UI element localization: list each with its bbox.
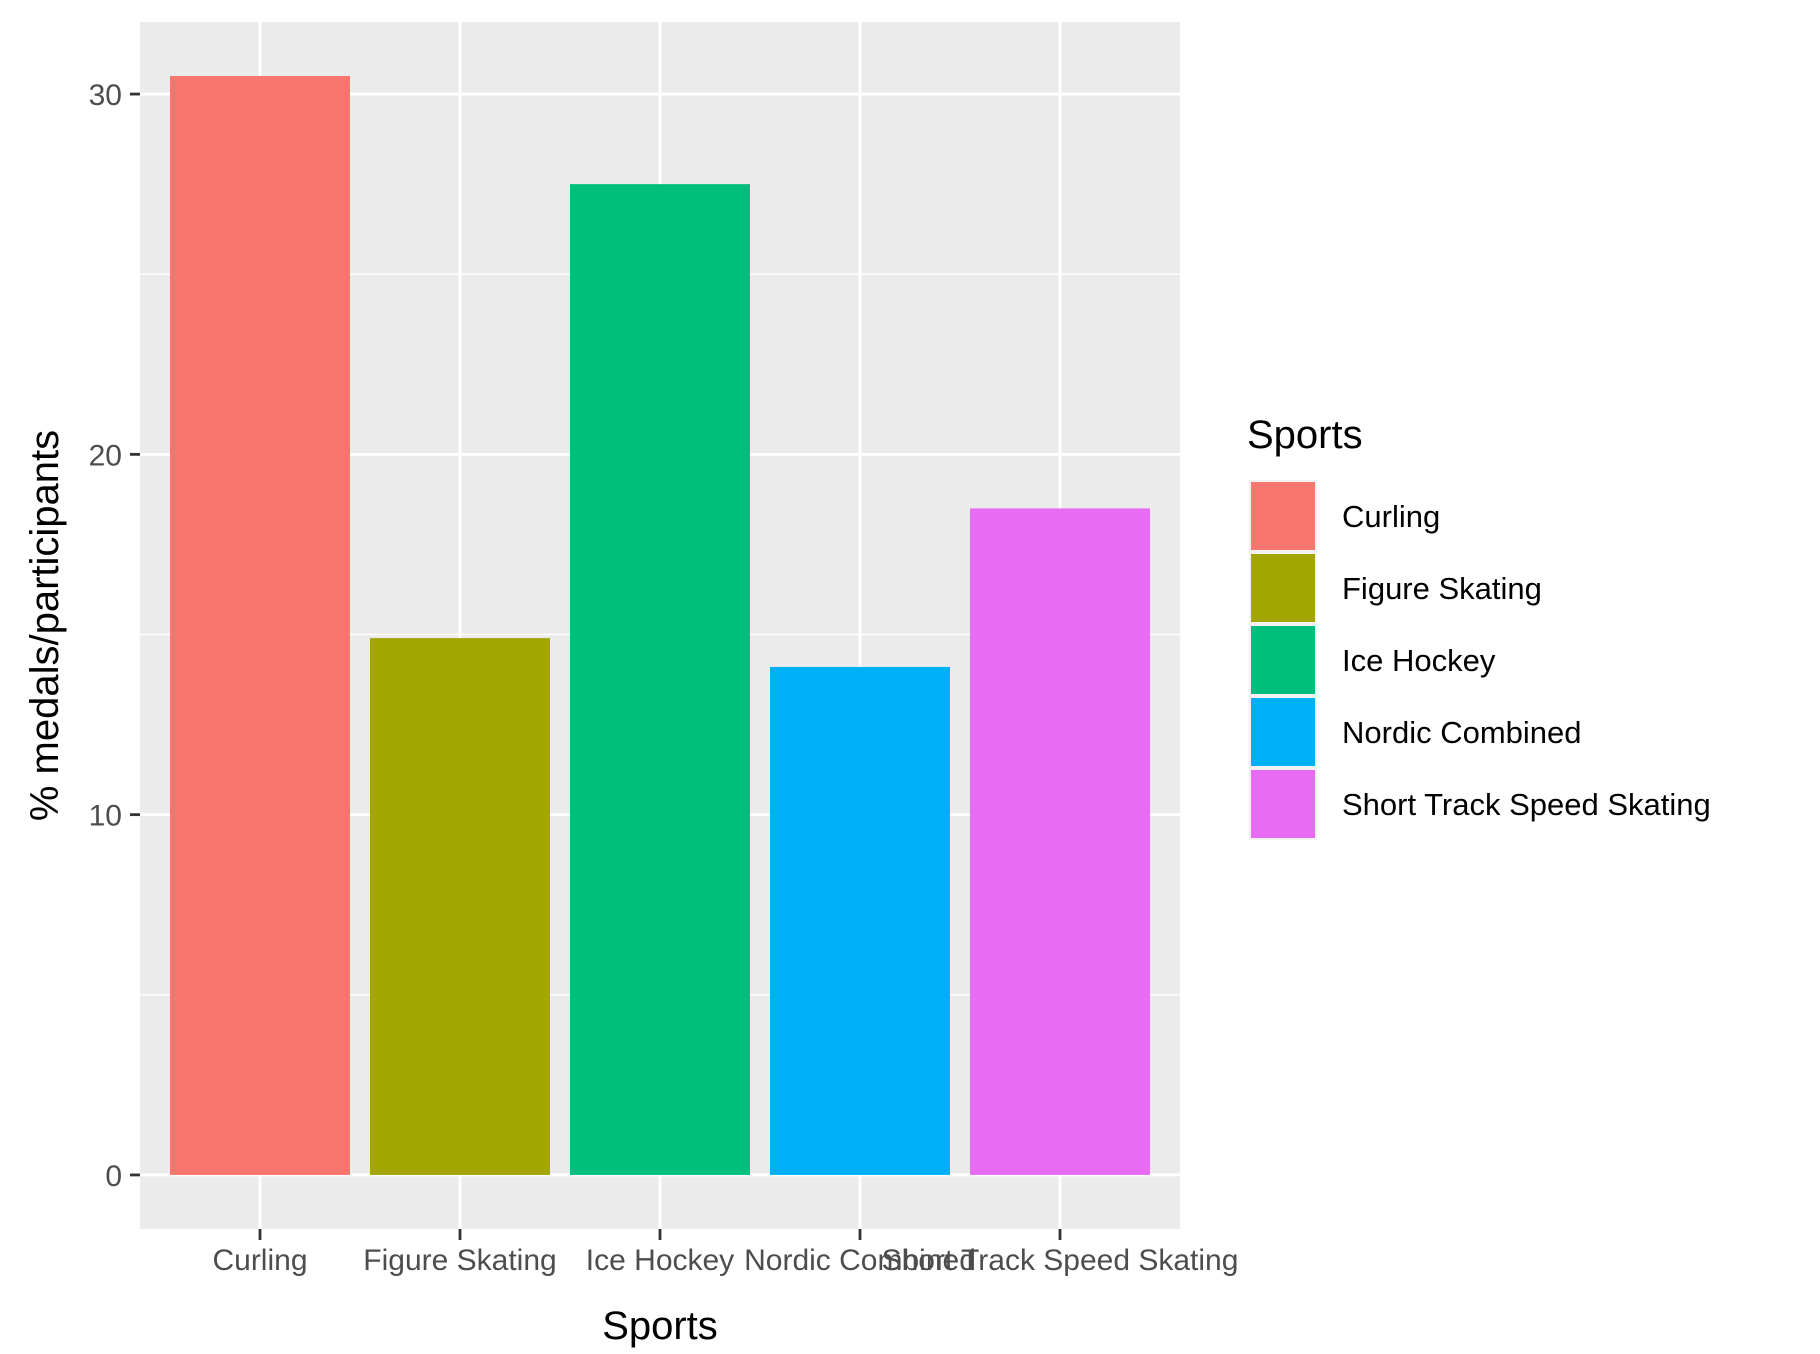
y-tick-label: 10 [89,800,122,833]
legend-label: Ice Hockey [1342,643,1496,678]
x-axis: Curling Figure Skating Ice Hockey Nordic Co… [212,1229,1238,1277]
x-tick-label: Nordic Combined [744,1244,976,1277]
legend-label: Nordic Combined [1342,715,1582,750]
bar-figure-skating [370,638,550,1175]
bar-nordic-combined [770,666,950,1175]
legend-swatch [1251,698,1315,766]
y-tick-label: 0 [105,1160,122,1193]
legend: Sports Curling Figure Skating Ice Hockey No… [1247,413,1711,840]
y-axis: 0 10 20 30 [89,79,140,1193]
y-axis-title: % medals/participants [23,430,67,821]
x-tick-label: Curling [212,1244,307,1277]
legend-swatch [1251,626,1315,694]
legend-label: Figure Skating [1342,571,1542,606]
y-tick-label: 30 [89,79,122,112]
legend-swatch [1251,554,1315,622]
legend-label: Short Track Speed Skating [1342,787,1711,822]
bar-ice-hockey [570,184,750,1175]
bar-short-track-speed-skating [970,508,1150,1175]
legend-swatch [1251,770,1315,838]
legend-swatch [1251,482,1315,550]
bar-curling [170,76,350,1175]
legend-title: Sports [1247,413,1363,457]
x-tick-label: Figure Skating [363,1244,556,1277]
legend-items: Curling Figure Skating Ice Hockey Nordic Co… [1249,480,1711,840]
bars [170,76,1150,1175]
x-tick-label: Short Track Speed Skating [882,1244,1239,1277]
legend-label: Curling [1342,499,1440,534]
x-tick-label: Ice Hockey [586,1244,734,1277]
x-axis-title: Sports [602,1304,718,1348]
y-tick-label: 20 [89,439,122,472]
